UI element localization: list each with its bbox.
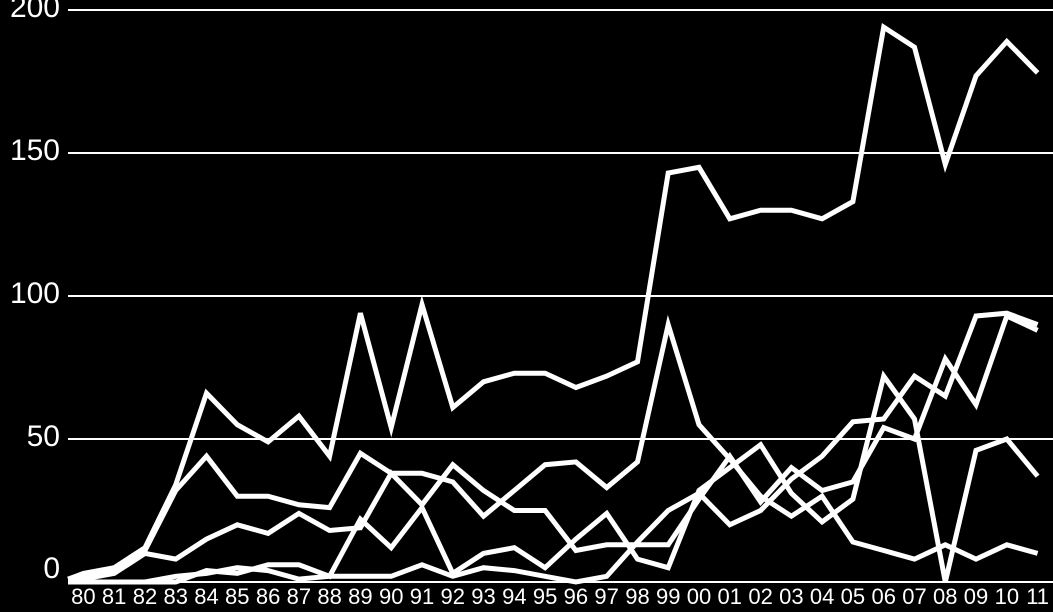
y-axis-label: 50 — [0, 422, 60, 452]
x-axis-label: 90 — [379, 586, 403, 608]
y-axis-label: 150 — [0, 136, 60, 166]
x-axis-label: 92 — [441, 586, 465, 608]
x-axis-label: 85 — [225, 586, 249, 608]
x-axis-label: 86 — [256, 586, 280, 608]
x-axis-label: 93 — [471, 586, 495, 608]
x-axis-label: 99 — [656, 586, 680, 608]
x-axis-label: 84 — [194, 586, 218, 608]
x-axis-label: 95 — [533, 586, 557, 608]
x-axis-label: 88 — [317, 586, 341, 608]
series-2 — [68, 325, 1038, 579]
x-axis-label: 05 — [841, 586, 865, 608]
series-3 — [68, 316, 1038, 582]
x-axis-label: 07 — [902, 586, 926, 608]
x-axis-label: 82 — [133, 586, 157, 608]
x-axis-label: 96 — [564, 586, 588, 608]
series-1 — [68, 27, 1038, 579]
x-axis-label: 01 — [718, 586, 742, 608]
y-axis-label: 100 — [0, 279, 60, 309]
x-axis-label: 87 — [287, 586, 311, 608]
x-axis-label: 98 — [625, 586, 649, 608]
x-axis-label: 97 — [594, 586, 618, 608]
x-axis-label: 80 — [71, 586, 95, 608]
x-axis-label: 09 — [964, 586, 988, 608]
x-axis-label: 04 — [810, 586, 834, 608]
y-axis-label: 0 — [0, 554, 60, 584]
x-axis-label: 91 — [410, 586, 434, 608]
x-axis-label: 08 — [933, 586, 957, 608]
y-axis-label: 200 — [0, 0, 60, 23]
x-axis-label: 94 — [502, 586, 526, 608]
series-4 — [68, 313, 1038, 582]
x-axis-label: 81 — [102, 586, 126, 608]
x-axis-label: 00 — [687, 586, 711, 608]
x-axis-label: 11 — [1026, 586, 1049, 608]
x-axis-label: 03 — [779, 586, 803, 608]
x-axis-label: 89 — [348, 586, 372, 608]
x-axis-label: 06 — [871, 586, 895, 608]
line-chart: 0501001502008081828384858687888990919293… — [0, 0, 1053, 612]
x-axis-label: 02 — [748, 586, 772, 608]
x-axis-label: 10 — [995, 586, 1019, 608]
x-axis-label: 83 — [163, 586, 187, 608]
chart-canvas — [0, 0, 1053, 612]
